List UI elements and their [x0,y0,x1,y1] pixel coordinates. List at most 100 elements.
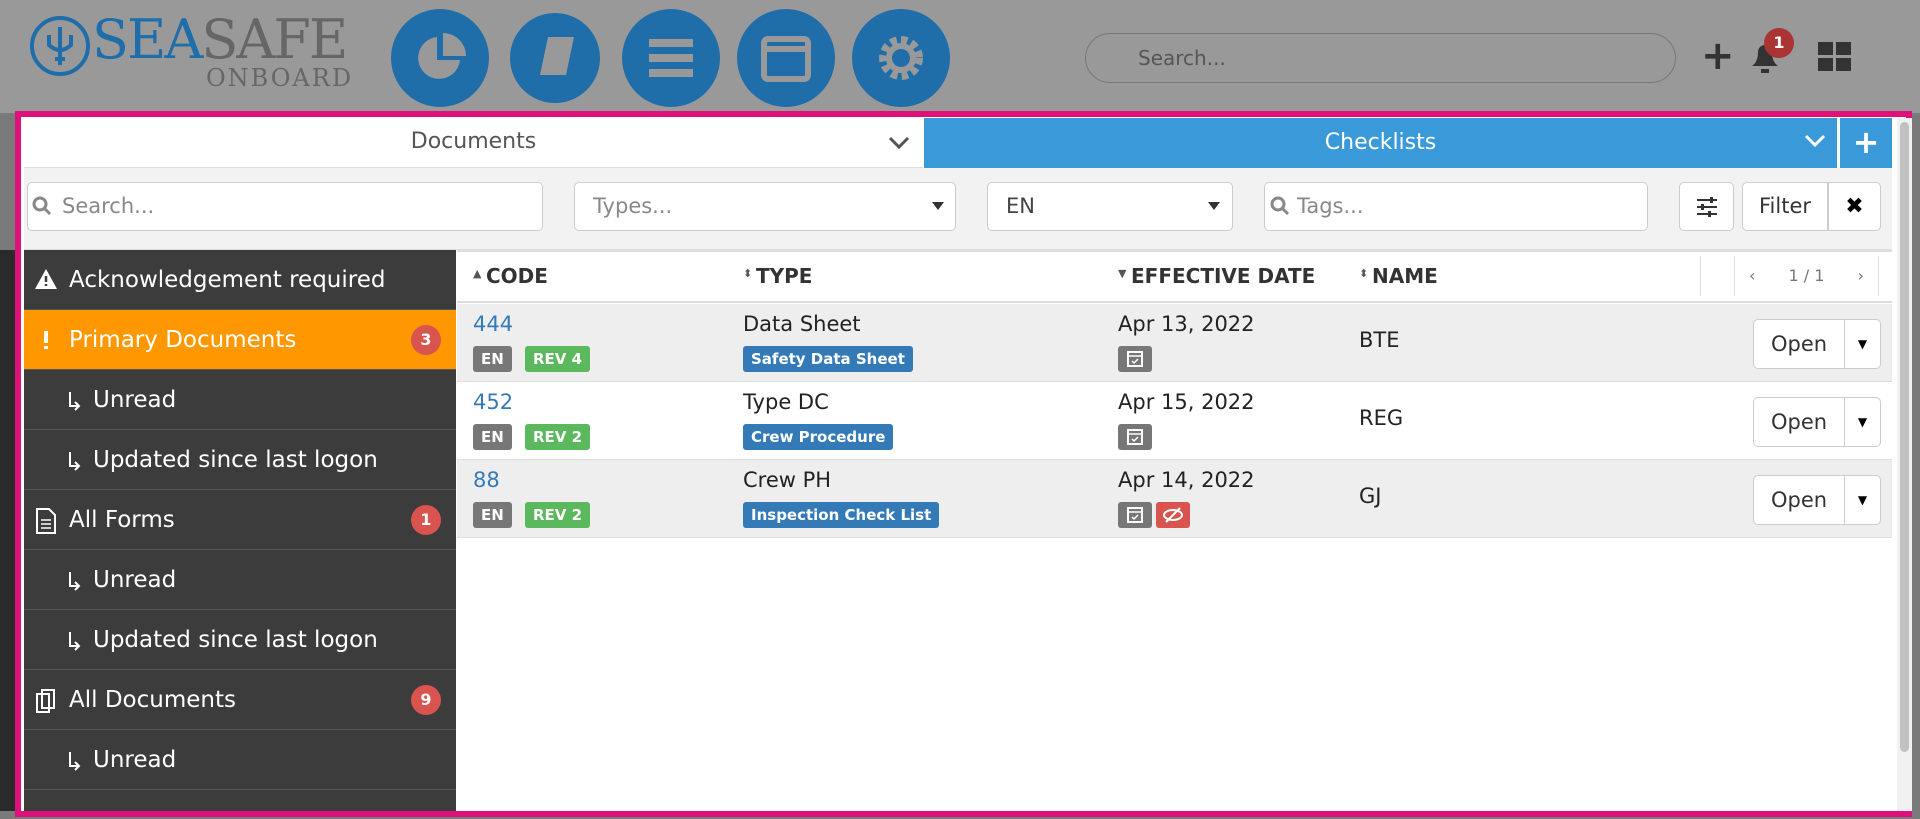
type: Type DC [743,390,829,414]
language-select[interactable]: EN [987,182,1233,231]
sidebar-icon [64,748,84,776]
lang-tag: EN [473,346,512,372]
date: Apr 14, 2022 [1118,468,1255,492]
sidebar-item[interactable] [24,370,456,430]
sidebar-label: Acknowledgement required [69,267,386,293]
sidebar-icon [34,508,58,538]
clear-button[interactable]: ✖ [1828,182,1881,231]
rev-tag: REV 2 [525,424,591,450]
divider [1700,256,1701,296]
sidebar-icon-svg [35,269,57,289]
icon [540,37,574,75]
types-select[interactable]: Types... [574,182,956,231]
scroll-thumb[interactable] [1900,122,1909,752]
sidebar-label: All Documents [69,687,236,713]
date-icon-svg [1127,351,1143,367]
open-dropdown[interactable]: ▼ [1844,319,1881,369]
sidebar-label: Unread [93,567,177,593]
sort-icon: ▼ [1118,267,1127,280]
sidebar-label: Primary Documents [69,327,297,353]
global-search[interactable]: Search... [1085,33,1676,83]
column-header[interactable]: TYPE [756,264,813,288]
date-icon [1118,346,1152,372]
rev-tag: REV 4 [525,346,591,372]
sidebar-label: Unread [93,387,177,413]
documents-tab[interactable]: Documents [24,118,923,168]
nav-settings[interactable] [852,9,950,107]
add-button[interactable]: + [1701,33,1735,79]
pagination[interactable]: ‹ 1 / 1 › [1734,256,1879,296]
page-info: 1 / 1 [1788,266,1825,285]
sidebar-label: Unread [93,747,177,773]
column-header[interactable]: EFFECTIVE DATE [1131,264,1316,288]
sidebar-icon [64,448,84,476]
tags-input[interactable]: Tags... [1264,182,1648,231]
open-button[interactable]: Open [1753,397,1845,447]
date: Apr 13, 2022 [1118,312,1255,336]
settings-button[interactable] [1679,182,1734,231]
icon [649,39,693,77]
sidebar-icon-svg [69,452,81,471]
column-header[interactable]: NAME [1372,264,1438,288]
nav-dashboard[interactable] [391,9,489,107]
open-button[interactable]: Open [1753,475,1845,525]
badge: 9 [411,685,441,715]
logo-sub: ONBOARD [206,64,354,92]
sidebar-icon [34,688,60,718]
sidebar-item[interactable] [24,610,456,670]
code-link[interactable]: 452 [473,390,514,414]
date-icon-svg [1127,429,1143,445]
open-dropdown[interactable]: ▼ [1844,397,1881,447]
open-button[interactable]: Open [1753,319,1845,369]
prev[interactable]: ‹ [1749,266,1756,285]
logo: SEASAFE [92,8,348,71]
date-icon-svg [1127,507,1143,523]
sliders-icon [1697,197,1717,217]
icon [418,33,466,79]
type-tag: Crew Procedure [743,424,894,450]
sidebar-item[interactable] [24,430,456,490]
type: Data Sheet [743,312,861,336]
nav-documents[interactable] [506,9,604,107]
icon [761,36,811,82]
backdrop-strip [0,250,15,811]
sidebar-item[interactable] [24,490,456,550]
sidebar-item[interactable] [24,730,456,790]
type: Crew PH [743,468,832,492]
apps-icon[interactable] [1818,42,1852,72]
code-link[interactable]: 88 [473,468,500,492]
notification-badge: 1 [1764,28,1794,58]
sidebar-item[interactable] [24,250,456,310]
next[interactable]: › [1857,266,1864,285]
date-icon [1118,424,1152,450]
nav-calendar[interactable] [737,9,835,107]
sidebar-item[interactable] [24,550,456,610]
lang-tag: EN [473,424,512,450]
sidebar-icon-svg [69,572,81,591]
search-input[interactable]: Search... [27,182,543,231]
date-icon-svg [1163,507,1183,523]
sidebar-item[interactable] [24,670,456,730]
column-header[interactable]: CODE [486,264,548,288]
badge: 3 [411,325,441,355]
type-tag: Inspection Check List [743,502,940,528]
checklists-tab[interactable]: Checklists [924,118,1837,168]
sidebar-label: Updated since last logon [93,447,378,473]
scrollbar[interactable] [1897,118,1912,811]
sort-icon: ▲ [473,267,482,280]
logo-part1: SEA [92,8,203,71]
sidebar-icon [34,328,58,356]
filter-button[interactable]: Filter [1742,182,1828,231]
sidebar-item[interactable] [24,310,456,370]
nav-menu[interactable] [622,9,720,107]
sidebar-label: Updated since last logon [93,627,378,653]
code-link[interactable]: 444 [473,312,514,336]
open-dropdown[interactable]: ▼ [1844,475,1881,525]
name: GJ [1359,484,1382,508]
icon [879,36,923,80]
rev-tag: REV 2 [525,502,591,528]
sidebar-icon-svg [36,689,55,713]
add-tab[interactable]: + [1840,118,1892,168]
sidebar-icon [34,268,58,294]
search-icon [32,196,52,216]
